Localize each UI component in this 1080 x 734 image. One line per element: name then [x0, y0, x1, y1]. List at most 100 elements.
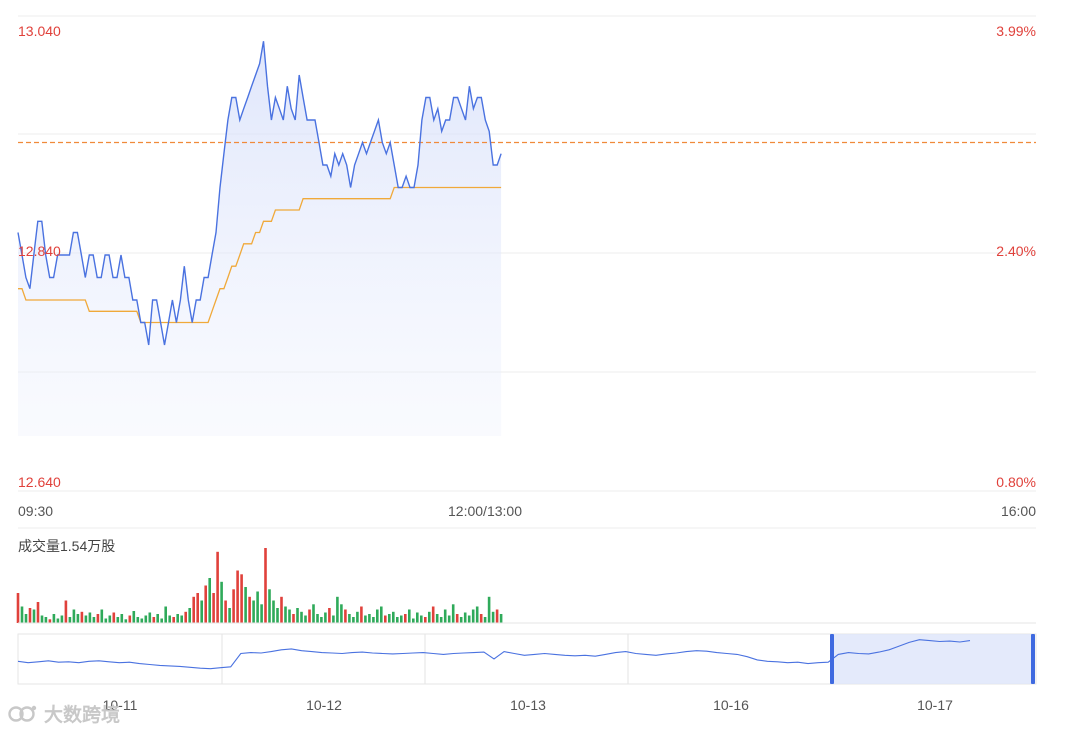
bigdata-cross-border-logo-icon	[8, 705, 37, 722]
volume-bar	[92, 617, 96, 623]
volume-bar	[352, 617, 355, 623]
volume-bar	[264, 548, 267, 623]
watermark: 大数跨境	[8, 700, 120, 727]
volume-bar	[252, 600, 255, 623]
volume-bar	[447, 615, 451, 623]
volume-bar	[132, 611, 136, 623]
volume-bar	[372, 617, 375, 623]
volume-bar	[108, 615, 112, 623]
date-tick-label: 10-17	[917, 697, 953, 713]
volume-bar	[312, 604, 315, 624]
volume-bar	[384, 615, 387, 623]
volume-bar	[499, 614, 503, 623]
volume-bar	[364, 615, 367, 623]
volume-bar	[336, 596, 339, 624]
volume-bar	[340, 604, 343, 624]
volume-bar	[308, 609, 311, 623]
volume-bar	[404, 614, 407, 623]
volume-bar	[240, 574, 243, 624]
volume-bar	[140, 618, 144, 623]
volume-bar	[168, 615, 171, 623]
percent-tick-label: 0.80%	[996, 474, 1036, 490]
volume-bar	[451, 604, 455, 624]
volume-bar	[236, 570, 239, 623]
volume-bar	[296, 608, 299, 623]
percent-tick-label: 2.40%	[996, 243, 1036, 259]
drag-handle-icon[interactable]	[830, 634, 834, 684]
volume-bar	[184, 611, 187, 624]
volume-bar	[276, 608, 279, 623]
volume-bar	[316, 614, 319, 623]
volume-bar	[208, 578, 211, 623]
volume-bar	[188, 608, 191, 623]
volume-bar	[272, 600, 275, 623]
volume-bar	[455, 614, 459, 623]
volume-bar	[463, 612, 467, 623]
volume-bar	[400, 615, 403, 623]
volume-bar	[84, 615, 88, 623]
volume-bar	[20, 606, 24, 623]
volume-bar	[268, 589, 271, 624]
volume-bar	[232, 589, 235, 624]
price-tick-label: 12.640	[18, 474, 61, 490]
volume-bar	[136, 617, 140, 623]
volume-bar	[120, 614, 124, 623]
volume-bar	[292, 614, 295, 623]
volume-bar	[487, 596, 491, 624]
volume-bar	[356, 611, 359, 624]
volume-bar	[156, 614, 159, 623]
volume-bar	[435, 614, 439, 623]
time-axis-labels: 09:30 12:00/13:00 16:00	[18, 503, 1036, 519]
volume-bar	[24, 614, 28, 623]
volume-bar	[64, 600, 68, 623]
volume-bar	[256, 591, 259, 623]
price-tick-label: 13.040	[18, 23, 61, 39]
volume-bar	[431, 606, 435, 623]
volume-bar	[324, 612, 327, 623]
navigator-handle-left[interactable]	[830, 634, 834, 684]
volume-bar	[180, 615, 183, 623]
volume-bar	[200, 600, 203, 623]
volume-bar	[224, 600, 227, 623]
price-line	[17, 41, 502, 346]
volume-bar	[68, 617, 72, 623]
volume-bar	[192, 596, 195, 624]
volume-bar	[176, 614, 179, 623]
volume-bar	[28, 608, 32, 623]
volume-bar	[216, 551, 219, 624]
volume-bar	[32, 609, 36, 623]
volume-bar	[88, 612, 92, 623]
volume-bar	[228, 608, 231, 623]
volume-bar	[388, 614, 391, 623]
average-price-line	[18, 186, 502, 324]
volume-bar	[471, 609, 475, 623]
volume-bar	[348, 614, 351, 623]
volume-bar	[60, 615, 64, 623]
percent-tick-label: 3.99%	[996, 23, 1036, 39]
navigator-selection-window[interactable]	[832, 634, 1033, 684]
volume-bar	[56, 618, 60, 623]
volume-bar	[124, 619, 128, 624]
volume-bar	[16, 593, 20, 623]
volume-bar	[320, 617, 323, 623]
volume-bar	[328, 608, 331, 623]
volume-bar	[44, 617, 48, 623]
volume-bar	[428, 611, 431, 624]
price-panel: 13.040 12.840 12.640 3.99% 2.40% 0.80% 0…	[17, 15, 1036, 519]
volume-bar	[396, 617, 399, 623]
drag-handle-icon[interactable]	[1031, 634, 1035, 684]
date-tick-label: 10-13	[510, 697, 546, 713]
navigator-panel[interactable]: 10-11 10-12 10-13 10-16 10-17	[17, 633, 1037, 713]
navigator-handle-right[interactable]	[1031, 634, 1035, 684]
volume-bar	[380, 606, 383, 623]
volume-bar	[424, 617, 427, 623]
navigator-day-dividers	[221, 634, 629, 684]
volume-bar	[48, 619, 52, 624]
volume-bar	[344, 609, 347, 623]
volume-bar	[72, 609, 76, 623]
volume-bar	[96, 614, 100, 623]
volume-bar	[420, 615, 423, 623]
price-tick-label: 12.840	[18, 243, 61, 259]
volume-bar	[80, 611, 84, 624]
volume-bar	[467, 615, 471, 623]
